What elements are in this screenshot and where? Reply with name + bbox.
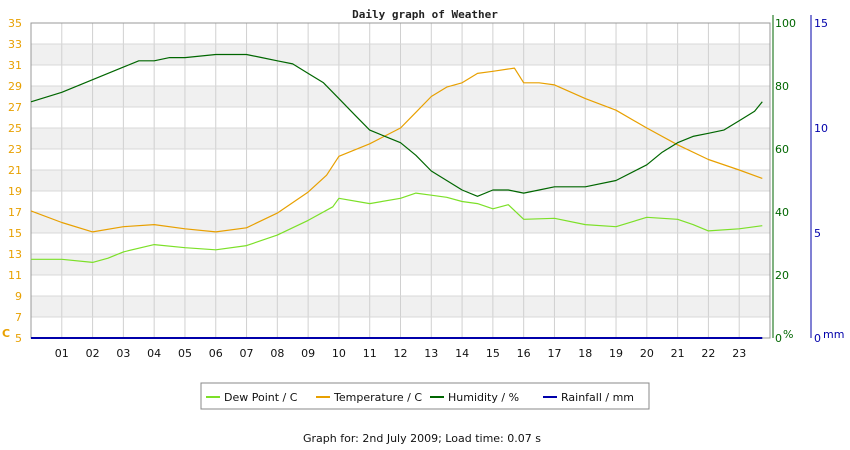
y-left-tick-label: 25 bbox=[8, 122, 22, 135]
y-left-tick-label: 35 bbox=[8, 17, 22, 30]
x-tick-label: 12 bbox=[394, 347, 408, 360]
y-left-tick-label: 17 bbox=[8, 206, 22, 219]
y-left-tick-label: 23 bbox=[8, 143, 22, 156]
x-tick-label: 02 bbox=[86, 347, 100, 360]
legend-label-0: Dew Point / C bbox=[224, 391, 298, 404]
y-right2-tick-label: 0 bbox=[814, 332, 821, 345]
x-tick-label: 05 bbox=[178, 347, 192, 360]
x-tick-label: 07 bbox=[240, 347, 254, 360]
x-tick-label: 15 bbox=[486, 347, 500, 360]
y-left-tick-label: 19 bbox=[8, 185, 22, 198]
y-left-tick-label: 31 bbox=[8, 59, 22, 72]
x-tick-label: 09 bbox=[301, 347, 315, 360]
legend-label-3: Rainfall / mm bbox=[561, 391, 634, 404]
y-left-tick-label: 5 bbox=[15, 332, 22, 345]
chart-title: Daily graph of Weather bbox=[352, 8, 498, 21]
y-right1-tick-label: 60 bbox=[775, 143, 789, 156]
y-right2-unit: mm bbox=[823, 328, 844, 341]
y-left-tick-label: 9 bbox=[15, 290, 22, 303]
x-tick-label: 08 bbox=[270, 347, 284, 360]
chart-footer: Graph for: 2nd July 2009; Load time: 0.0… bbox=[303, 432, 541, 445]
series-line-0 bbox=[31, 192, 763, 263]
x-tick-label: 14 bbox=[455, 347, 469, 360]
y-right1-tick-label: 80 bbox=[775, 80, 789, 93]
x-tick-label: 22 bbox=[701, 347, 715, 360]
x-tick-label: 11 bbox=[363, 347, 377, 360]
y-left-tick-label: 29 bbox=[8, 80, 22, 93]
y-right1-unit: % bbox=[783, 328, 793, 341]
x-tick-label: 18 bbox=[578, 347, 592, 360]
y-left-tick-label: 15 bbox=[8, 227, 22, 240]
y-left-tick-label: 33 bbox=[8, 38, 22, 51]
x-tick-label: 19 bbox=[609, 347, 623, 360]
x-tick-label: 03 bbox=[116, 347, 130, 360]
x-tick-label: 16 bbox=[517, 347, 531, 360]
legend-label-2: Humidity / % bbox=[448, 391, 519, 404]
y-left-tick-label: 11 bbox=[8, 269, 22, 282]
x-tick-label: 04 bbox=[147, 347, 161, 360]
y-right1-tick-label: 40 bbox=[775, 206, 789, 219]
legend-box bbox=[200, 382, 650, 410]
y-left-tick-label: 21 bbox=[8, 164, 22, 177]
x-tick-label: 06 bbox=[209, 347, 223, 360]
y-right2-tick-label: 5 bbox=[814, 227, 821, 240]
x-tick-label: 17 bbox=[547, 347, 561, 360]
series-line-2 bbox=[30, 53, 763, 197]
y-right2-tick-label: 15 bbox=[814, 17, 828, 30]
legend-label-1: Temperature / C bbox=[333, 391, 422, 404]
y-right1-tick-label: 0 bbox=[775, 332, 782, 345]
y-right1-tick-label: 20 bbox=[775, 269, 789, 282]
y-left-tick-label: 7 bbox=[15, 311, 22, 324]
x-tick-label: 10 bbox=[332, 347, 346, 360]
x-tick-label: 20 bbox=[640, 347, 654, 360]
x-tick-label: 01 bbox=[55, 347, 69, 360]
y-left-tick-label: 13 bbox=[8, 248, 22, 261]
y-left-tick-label: 27 bbox=[8, 101, 22, 114]
x-tick-label: 21 bbox=[671, 347, 685, 360]
y-right1-tick-label: 100 bbox=[775, 17, 796, 30]
y-right2-tick-label: 10 bbox=[814, 122, 828, 135]
y-left-unit: C bbox=[2, 327, 10, 340]
x-tick-label: 23 bbox=[732, 347, 746, 360]
series-line-1 bbox=[30, 67, 763, 233]
x-tick-label: 13 bbox=[424, 347, 438, 360]
